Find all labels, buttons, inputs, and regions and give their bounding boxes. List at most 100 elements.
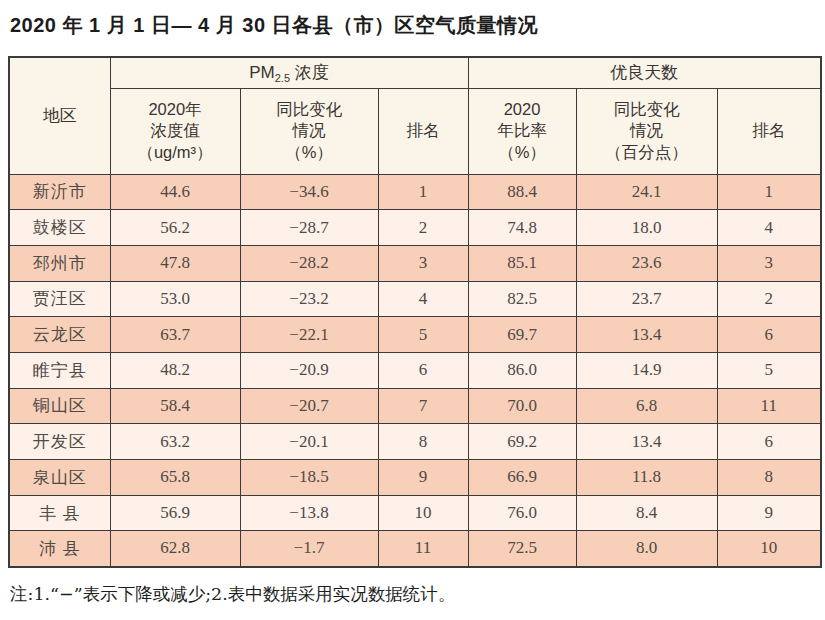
value-cell: 2 — [717, 281, 821, 317]
value-cell: 58.4 — [110, 388, 240, 424]
value-cell: −22.1 — [240, 317, 378, 353]
value-cell: 13.4 — [576, 317, 717, 353]
value-cell: 2 — [378, 210, 468, 246]
value-cell: 8.0 — [576, 531, 717, 567]
value-cell: 6 — [717, 317, 821, 353]
value-cell: 5 — [378, 317, 468, 353]
value-cell: −18.5 — [240, 460, 378, 496]
column-header-days-rank: 排名 — [717, 88, 821, 174]
value-cell: 14.9 — [576, 352, 717, 388]
value-cell: 7 — [378, 388, 468, 424]
value-cell: 56.2 — [110, 210, 240, 246]
value-cell: −28.2 — [240, 245, 378, 281]
table-header: 地区 PM2.5 浓度 优良天数 2020年 浓度值 （ug/m³） 同比变化 … — [9, 57, 821, 174]
value-cell: 3 — [717, 245, 821, 281]
value-cell: 9 — [378, 460, 468, 496]
table-row: 邳州市47.8−28.2385.123.63 — [9, 245, 821, 281]
value-cell: 8.4 — [576, 495, 717, 531]
air-quality-table: 地区 PM2.5 浓度 优良天数 2020年 浓度值 （ug/m³） 同比变化 … — [8, 56, 822, 568]
value-cell: 3 — [378, 245, 468, 281]
column-header-region: 地区 — [9, 57, 110, 174]
header-group-row: 地区 PM2.5 浓度 优良天数 — [9, 57, 821, 88]
value-cell: 44.6 — [110, 174, 240, 210]
column-header-pm25-change: 同比变化 情况 （%） — [240, 88, 378, 174]
table-row: 丰 县56.9−13.81076.08.49 — [9, 495, 821, 531]
region-cell: 贾汪区 — [9, 281, 110, 317]
value-cell: 6.8 — [576, 388, 717, 424]
value-cell: 6 — [378, 352, 468, 388]
region-cell: 邳州市 — [9, 245, 110, 281]
value-cell: 4 — [717, 210, 821, 246]
value-cell: 65.8 — [110, 460, 240, 496]
value-cell: 66.9 — [468, 460, 576, 496]
page: 2020 年 1 月 1 日— 4 月 30 日各县（市）区空气质量情况 地区 … — [0, 0, 825, 606]
value-cell: 11.8 — [576, 460, 717, 496]
value-cell: 1 — [717, 174, 821, 210]
value-cell: 11 — [378, 531, 468, 567]
value-cell: −34.6 — [240, 174, 378, 210]
value-cell: 56.9 — [110, 495, 240, 531]
column-header-days-change: 同比变化 情况 （百分点） — [576, 88, 717, 174]
value-cell: 24.1 — [576, 174, 717, 210]
value-cell: 5 — [717, 352, 821, 388]
value-cell: 8 — [378, 424, 468, 460]
table-row: 云龙区63.7−22.1569.713.46 — [9, 317, 821, 353]
value-cell: 23.7 — [576, 281, 717, 317]
value-cell: −20.1 — [240, 424, 378, 460]
pm25-label-prefix: PM — [249, 63, 275, 82]
value-cell: 10 — [717, 531, 821, 567]
value-cell: 18.0 — [576, 210, 717, 246]
table-row: 沛 县62.8−1.71172.58.010 — [9, 531, 821, 567]
value-cell: 62.8 — [110, 531, 240, 567]
value-cell: 47.8 — [110, 245, 240, 281]
value-cell: 63.2 — [110, 424, 240, 460]
pm25-label-subscript: 2.5 — [275, 72, 290, 84]
region-cell: 云龙区 — [9, 317, 110, 353]
column-group-good-days: 优良天数 — [468, 57, 821, 88]
table-footnote: 注:1.“−”表示下降或减少;2.表中数据采用实况数据统计。 — [10, 582, 825, 606]
value-cell: 13.4 — [576, 424, 717, 460]
value-cell: 1 — [378, 174, 468, 210]
value-cell: 10 — [378, 495, 468, 531]
column-header-pm25-value: 2020年 浓度值 （ug/m³） — [110, 88, 240, 174]
value-cell: 69.2 — [468, 424, 576, 460]
value-cell: 72.5 — [468, 531, 576, 567]
value-cell: 82.5 — [468, 281, 576, 317]
value-cell: −28.7 — [240, 210, 378, 246]
value-cell: −20.7 — [240, 388, 378, 424]
value-cell: −23.2 — [240, 281, 378, 317]
value-cell: 86.0 — [468, 352, 576, 388]
value-cell: 4 — [378, 281, 468, 317]
page-title: 2020 年 1 月 1 日— 4 月 30 日各县（市）区空气质量情况 — [10, 12, 825, 39]
value-cell: −13.8 — [240, 495, 378, 531]
value-cell: −1.7 — [240, 531, 378, 567]
value-cell: 23.6 — [576, 245, 717, 281]
region-cell: 开发区 — [9, 424, 110, 460]
value-cell: 76.0 — [468, 495, 576, 531]
column-header-pm25-rank: 排名 — [378, 88, 468, 174]
region-cell: 泉山区 — [9, 460, 110, 496]
table-row: 泉山区65.8−18.5966.911.88 — [9, 460, 821, 496]
table-row: 新沂市44.6−34.6188.424.11 — [9, 174, 821, 210]
region-cell: 丰 县 — [9, 495, 110, 531]
region-cell: 睢宁县 — [9, 352, 110, 388]
value-cell: 9 — [717, 495, 821, 531]
column-group-pm25: PM2.5 浓度 — [110, 57, 468, 88]
table-row: 铜山区58.4−20.7770.06.811 — [9, 388, 821, 424]
region-cell: 沛 县 — [9, 531, 110, 567]
region-cell: 新沂市 — [9, 174, 110, 210]
value-cell: 88.4 — [468, 174, 576, 210]
header-sub-row: 2020年 浓度值 （ug/m³） 同比变化 情况 （%） 排名 2020 年比… — [9, 88, 821, 174]
value-cell: 53.0 — [110, 281, 240, 317]
value-cell: 11 — [717, 388, 821, 424]
value-cell: 74.8 — [468, 210, 576, 246]
value-cell: 85.1 — [468, 245, 576, 281]
value-cell: 6 — [717, 424, 821, 460]
pm25-label-suffix: 浓度 — [290, 63, 329, 82]
table-row: 贾汪区53.0−23.2482.523.72 — [9, 281, 821, 317]
column-header-days-rate: 2020 年比率 （%） — [468, 88, 576, 174]
table-body: 新沂市44.6−34.6188.424.11鼓楼区56.2−28.7274.81… — [9, 174, 821, 567]
table-row: 开发区63.2−20.1869.213.46 — [9, 424, 821, 460]
region-cell: 铜山区 — [9, 388, 110, 424]
value-cell: 48.2 — [110, 352, 240, 388]
